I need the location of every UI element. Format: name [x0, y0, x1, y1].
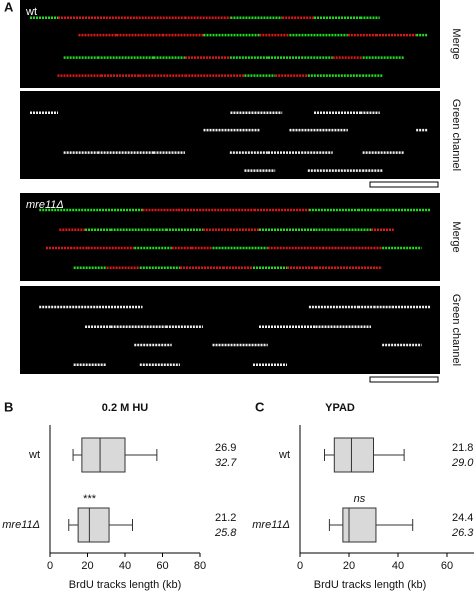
panel-label: B [4, 399, 13, 414]
box [333, 437, 374, 473]
x-tick-label: 20 [343, 560, 355, 572]
box [77, 507, 110, 543]
x-tick-label: 60 [441, 560, 453, 572]
box [81, 437, 126, 473]
stat-label: 25.8 [214, 527, 237, 539]
x-axis-label: BrdU tracks length (kb) [69, 579, 181, 591]
stat-label: 32.7 [215, 457, 237, 469]
box [342, 507, 377, 543]
channel-label: Merge [450, 221, 462, 252]
box-plot [72, 437, 158, 473]
stat-label: 24.4 [452, 512, 473, 524]
category-label: mre11Δ [2, 519, 40, 531]
box-plot [324, 437, 405, 473]
x-tick-label: 0 [47, 560, 53, 572]
significance: *** [83, 493, 97, 505]
channel-label: Green channel [450, 294, 462, 366]
category-label: wt [278, 449, 290, 461]
scale-bar [369, 376, 439, 383]
significance: ns [354, 493, 366, 505]
chart-title: 0.2 M HU [102, 402, 149, 414]
box-plot [328, 507, 414, 543]
panel-label: A [4, 0, 14, 14]
scale-bar [369, 181, 439, 188]
image-panel [20, 286, 440, 374]
x-tick-label: 60 [156, 560, 168, 572]
channel-label: Merge [450, 28, 462, 59]
image-panel [20, 193, 440, 281]
category-label: mre11Δ [252, 519, 290, 531]
panel-label: C [255, 399, 265, 414]
stat-label: 29.0 [451, 457, 474, 469]
x-tick-label: 40 [392, 560, 404, 572]
box-plot [68, 507, 133, 543]
x-tick-label: 80 [194, 560, 206, 572]
chart-title: YPAD [325, 402, 355, 414]
x-axis-label: BrdU tracks length (kb) [314, 579, 426, 591]
stat-label: 26.9 [215, 442, 236, 454]
strain-label: mre11Δ [26, 199, 64, 211]
x-tick-label: 40 [119, 560, 131, 572]
stat-label: 26.3 [451, 527, 474, 539]
image-panel [20, 91, 440, 179]
image-panel [20, 0, 440, 88]
x-tick-label: 20 [81, 560, 93, 572]
channel-label: Green channel [450, 99, 462, 171]
x-tick-label: 0 [297, 560, 303, 572]
stat-label: 21.8 [452, 442, 473, 454]
category-label: wt [28, 449, 40, 461]
strain-label: wt [25, 6, 37, 18]
stat-label: 21.2 [215, 512, 236, 524]
